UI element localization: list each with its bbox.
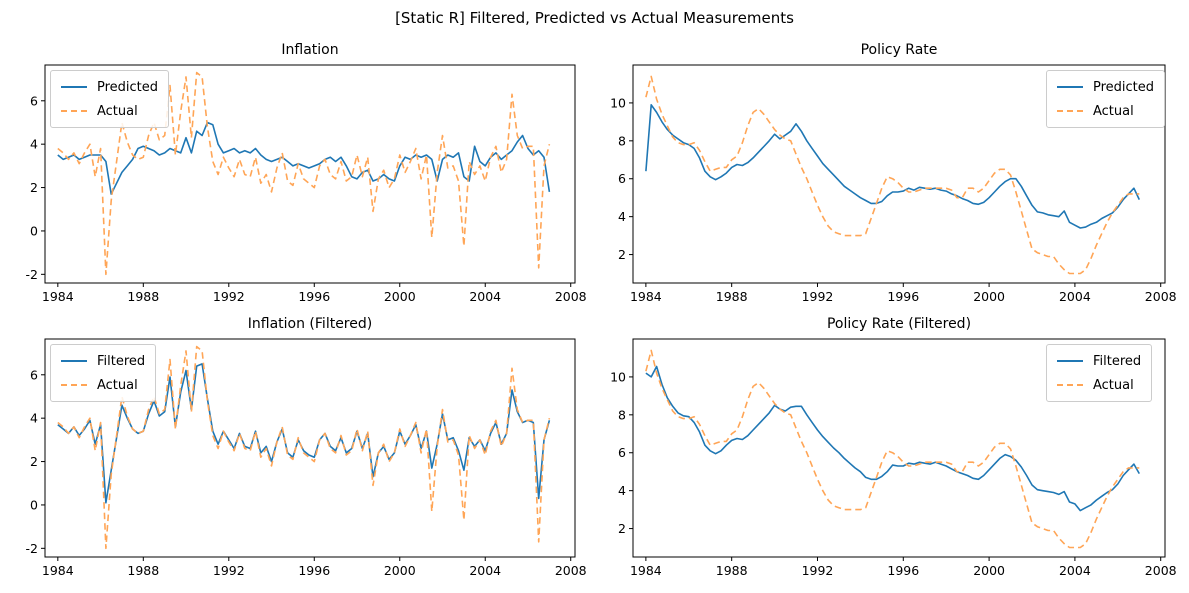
series-line-filtered (645, 365, 1140, 512)
legend-label: Actual (1093, 377, 1134, 393)
x-tick-label: 2000 (973, 563, 1005, 578)
legend-entry-filtered: Filtered (61, 349, 145, 373)
y-tick-label: 4 (30, 137, 38, 152)
series-line-predicted (57, 121, 551, 195)
series-line-actual (645, 349, 1140, 549)
y-tick-label: 2 (618, 521, 626, 536)
x-tick-label: 2004 (1059, 289, 1091, 304)
x-tick-label: 1992 (802, 289, 834, 304)
y-tick-label: 0 (30, 497, 38, 512)
x-tick-label: 1988 (127, 563, 159, 578)
x-tick-label: 1996 (298, 289, 330, 304)
legend-label: Predicted (97, 79, 159, 95)
legend-entry-actual: Actual (61, 99, 158, 123)
y-tick-label: -2 (26, 267, 38, 282)
actual-line-sample (61, 110, 87, 112)
legend-entry-predicted: Predicted (61, 75, 158, 99)
x-tick-label: 2008 (1145, 563, 1177, 578)
y-tick-label: 4 (618, 209, 626, 224)
x-tick-label: 1984 (630, 289, 662, 304)
axes-frame (44, 338, 576, 558)
legend-label: Filtered (1093, 353, 1142, 369)
x-tick-label: 2004 (1059, 563, 1091, 578)
x-tick-label: 1984 (42, 289, 74, 304)
axes-frame (632, 338, 1166, 558)
series-line-actual (57, 345, 551, 550)
x-tick-label: 1996 (887, 289, 919, 304)
x-tick-label: 1996 (887, 563, 919, 578)
x-tick-label: 2004 (469, 289, 501, 304)
y-tick-label: 4 (618, 483, 626, 498)
x-tick-label: 1996 (298, 563, 330, 578)
y-tick-label: 10 (610, 95, 626, 110)
y-tick-label: 10 (610, 369, 626, 384)
x-tick-label: 2000 (384, 563, 416, 578)
legend-label: Actual (97, 377, 138, 393)
actual-line-sample (1057, 384, 1083, 386)
x-tick-label: 2000 (973, 289, 1005, 304)
legend-label: Filtered (97, 353, 146, 369)
legend-inflation: Predicted Actual (50, 70, 170, 128)
legend-policy-rate-filtered: Filtered Actual (1046, 344, 1153, 402)
axes-frame (44, 64, 576, 284)
legend-entry-predicted: Predicted (1057, 75, 1154, 99)
actual-line-sample (61, 384, 87, 386)
x-tick-label: 2008 (555, 289, 587, 304)
x-tick-label: 1992 (802, 563, 834, 578)
y-tick-label: -2 (26, 541, 38, 556)
legend-label: Predicted (1093, 79, 1155, 95)
x-tick-label: 1988 (127, 289, 159, 304)
x-tick-label: 2008 (1145, 289, 1177, 304)
legend-entry-actual: Actual (61, 373, 145, 397)
y-tick-label: 2 (618, 247, 626, 262)
subplot-title-policy-rate-filtered: Policy Rate (Filtered) (826, 316, 972, 332)
axes-frame (632, 64, 1166, 284)
predicted-line-sample (61, 86, 87, 88)
series-line-actual (57, 71, 551, 276)
x-tick-label: 1992 (213, 563, 245, 578)
y-tick-label: 6 (30, 93, 38, 108)
y-tick-label: 0 (30, 223, 38, 238)
legend-entry-actual: Actual (1057, 99, 1154, 123)
legend-inflation-filtered: Filtered Actual (50, 344, 157, 402)
x-tick-label: 2000 (384, 289, 416, 304)
subplot-title-inflation-filtered: Inflation (Filtered) (247, 316, 373, 332)
y-tick-label: 6 (30, 367, 38, 382)
x-tick-label: 1988 (716, 563, 748, 578)
x-tick-label: 1984 (630, 563, 662, 578)
legend-entry-filtered: Filtered (1057, 349, 1141, 373)
y-tick-label: 8 (618, 133, 626, 148)
y-tick-label: 2 (30, 180, 38, 195)
filtered-line-sample (1057, 360, 1083, 362)
y-tick-label: 6 (618, 171, 626, 186)
figure-title: [Static R] Filtered, Predicted vs Actual… (395, 9, 794, 27)
y-tick-label: 8 (618, 407, 626, 422)
y-tick-label: 2 (30, 454, 38, 469)
subplot-title-policy-rate: Policy Rate (860, 42, 938, 58)
x-tick-label: 2008 (555, 563, 587, 578)
legend-policy-rate: Predicted Actual (1046, 70, 1166, 128)
x-tick-label: 1988 (716, 289, 748, 304)
filtered-line-sample (61, 360, 87, 362)
series-line-actual (645, 75, 1140, 275)
legend-entry-actual: Actual (1057, 373, 1141, 397)
y-tick-label: 6 (618, 445, 626, 460)
series-line-predicted (645, 104, 1141, 229)
x-tick-label: 1984 (42, 563, 74, 578)
legend-label: Actual (97, 103, 138, 119)
actual-line-sample (1057, 110, 1083, 112)
y-tick-label: 4 (30, 411, 38, 426)
legend-label: Actual (1093, 103, 1134, 119)
subplot-title-inflation: Inflation (281, 42, 339, 58)
x-tick-label: 1992 (213, 289, 245, 304)
predicted-line-sample (1057, 86, 1083, 88)
x-tick-label: 2004 (469, 563, 501, 578)
